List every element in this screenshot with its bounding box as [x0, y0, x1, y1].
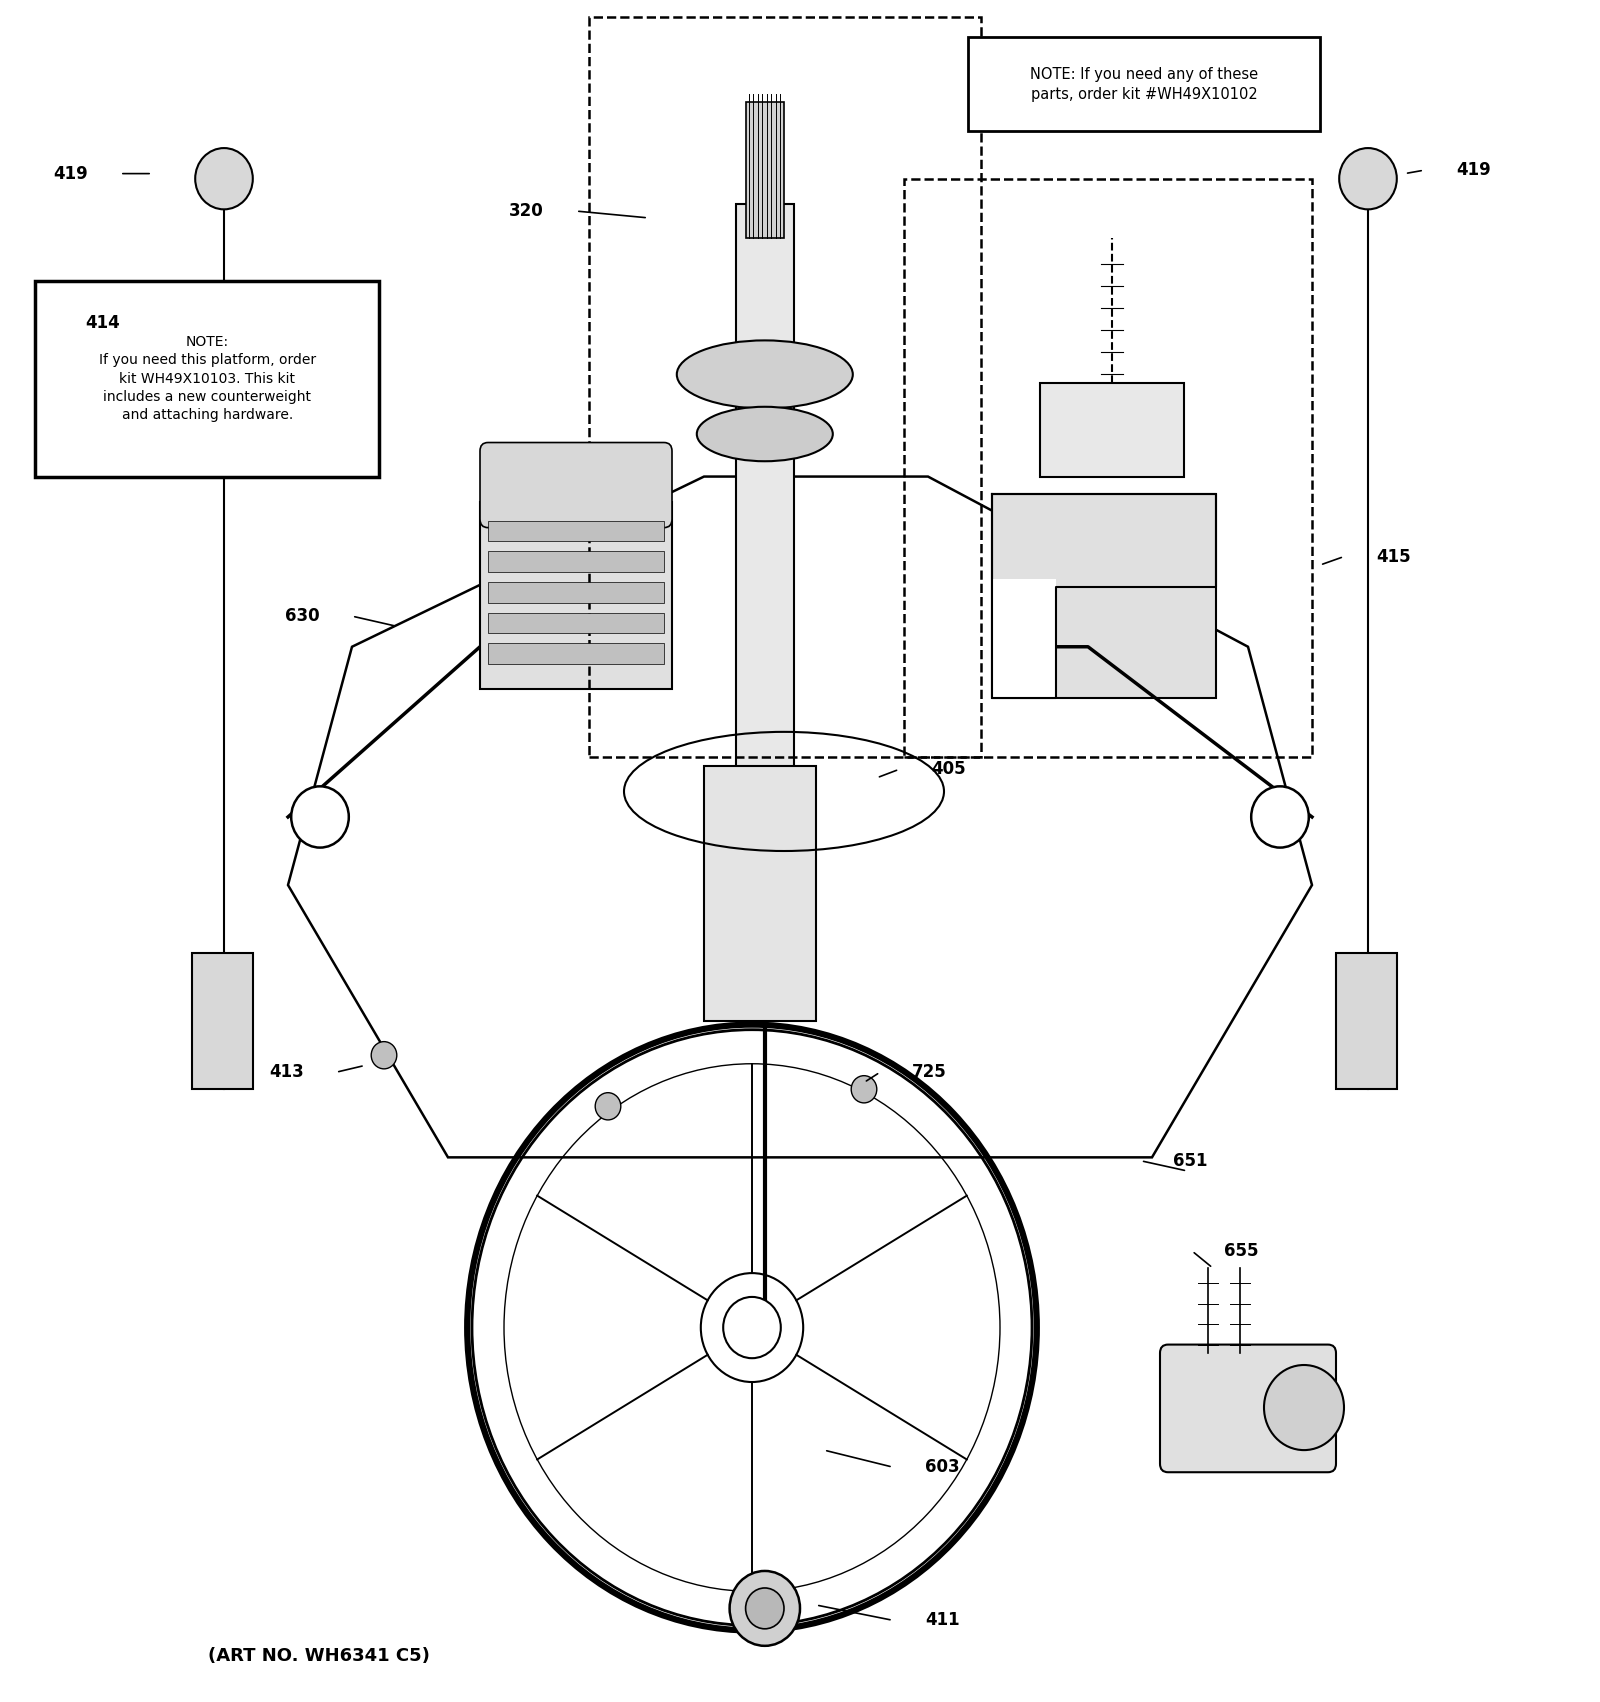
Circle shape [595, 1093, 621, 1120]
Text: 411: 411 [925, 1612, 960, 1629]
Circle shape [291, 786, 349, 848]
Bar [1040, 383, 1184, 477]
Circle shape [371, 1042, 397, 1069]
Text: 415: 415 [1376, 548, 1411, 565]
FancyBboxPatch shape [968, 37, 1320, 131]
Text: 405: 405 [931, 761, 966, 778]
Text: 630: 630 [285, 608, 320, 625]
Bar [992, 579, 1056, 698]
Text: 414: 414 [85, 315, 120, 332]
FancyBboxPatch shape [480, 443, 672, 528]
Bar [746, 102, 784, 238]
Circle shape [1339, 148, 1397, 209]
Circle shape [746, 1588, 784, 1629]
Circle shape [730, 1571, 800, 1646]
Text: 413: 413 [269, 1064, 304, 1081]
Circle shape [1264, 1365, 1344, 1450]
Ellipse shape [677, 340, 853, 408]
Circle shape [1251, 786, 1309, 848]
Bar [488, 521, 664, 541]
Text: 603: 603 [925, 1459, 960, 1476]
Circle shape [851, 1076, 877, 1103]
Bar [1336, 953, 1397, 1089]
Text: 320: 320 [509, 203, 544, 220]
Bar [488, 551, 664, 572]
Bar [736, 204, 794, 885]
Circle shape [723, 1297, 781, 1358]
Text: 651: 651 [1173, 1152, 1208, 1169]
Bar [488, 582, 664, 603]
Bar [480, 502, 672, 689]
Text: 419: 419 [53, 165, 88, 182]
Bar [192, 953, 253, 1089]
Bar [704, 766, 816, 1021]
Text: 725: 725 [912, 1064, 947, 1081]
Ellipse shape [698, 407, 832, 461]
Circle shape [195, 148, 253, 209]
Bar [992, 494, 1216, 698]
Text: NOTE:
If you need this platform, order
kit WH49X10103. This kit
includes a new c: NOTE: If you need this platform, order k… [99, 335, 315, 422]
FancyBboxPatch shape [35, 281, 379, 477]
Bar [488, 643, 664, 664]
Bar [488, 613, 664, 633]
FancyBboxPatch shape [1160, 1345, 1336, 1472]
Text: (ART NO. WH6341 C5): (ART NO. WH6341 C5) [208, 1646, 430, 1665]
Text: NOTE: If you need any of these
parts, order kit #WH49X10102: NOTE: If you need any of these parts, or… [1030, 66, 1258, 102]
Text: 655: 655 [1224, 1242, 1259, 1259]
Text: 419: 419 [1456, 162, 1491, 179]
